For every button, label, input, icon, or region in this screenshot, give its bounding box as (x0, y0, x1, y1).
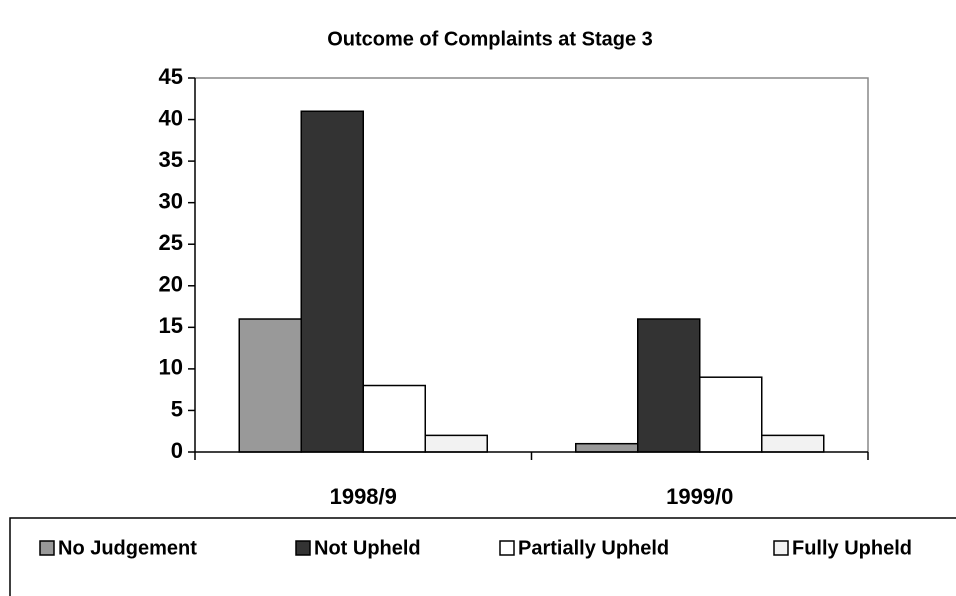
y-tick-label: 20 (159, 272, 183, 297)
bar (238, 318, 302, 453)
y-tick-label: 30 (159, 188, 183, 213)
legend-label: Fully Upheld (792, 537, 912, 559)
y-tick-label: 25 (159, 230, 183, 255)
bar (761, 434, 825, 453)
x-tick-label: 1999/0 (666, 484, 733, 509)
legend-swatch (499, 540, 515, 556)
bar (300, 110, 364, 453)
legend-label: No Judgement (58, 537, 197, 559)
plot-frame (195, 77, 869, 452)
bar (637, 318, 701, 453)
y-tick-label: 40 (159, 105, 183, 130)
legend-label: Partially Upheld (518, 537, 669, 559)
x-tick-label: 1998/9 (330, 484, 397, 509)
y-tick-label: 5 (171, 396, 183, 421)
chart-title: Outcome of Complaints at Stage 3 (327, 28, 653, 50)
bar (699, 376, 763, 453)
legend-swatch (773, 540, 789, 556)
y-tick-label: 35 (159, 147, 183, 172)
legend-swatch (39, 540, 55, 556)
legend-swatch (295, 540, 311, 556)
bar (575, 442, 639, 453)
bar (424, 434, 488, 453)
y-tick-label: 15 (159, 313, 183, 338)
y-tick-label: 45 (159, 64, 183, 89)
bar (362, 384, 426, 453)
y-tick-label: 0 (171, 438, 183, 463)
legend-label: Not Upheld (314, 537, 421, 559)
legend-box (9, 517, 956, 596)
y-tick-label: 10 (159, 355, 183, 380)
